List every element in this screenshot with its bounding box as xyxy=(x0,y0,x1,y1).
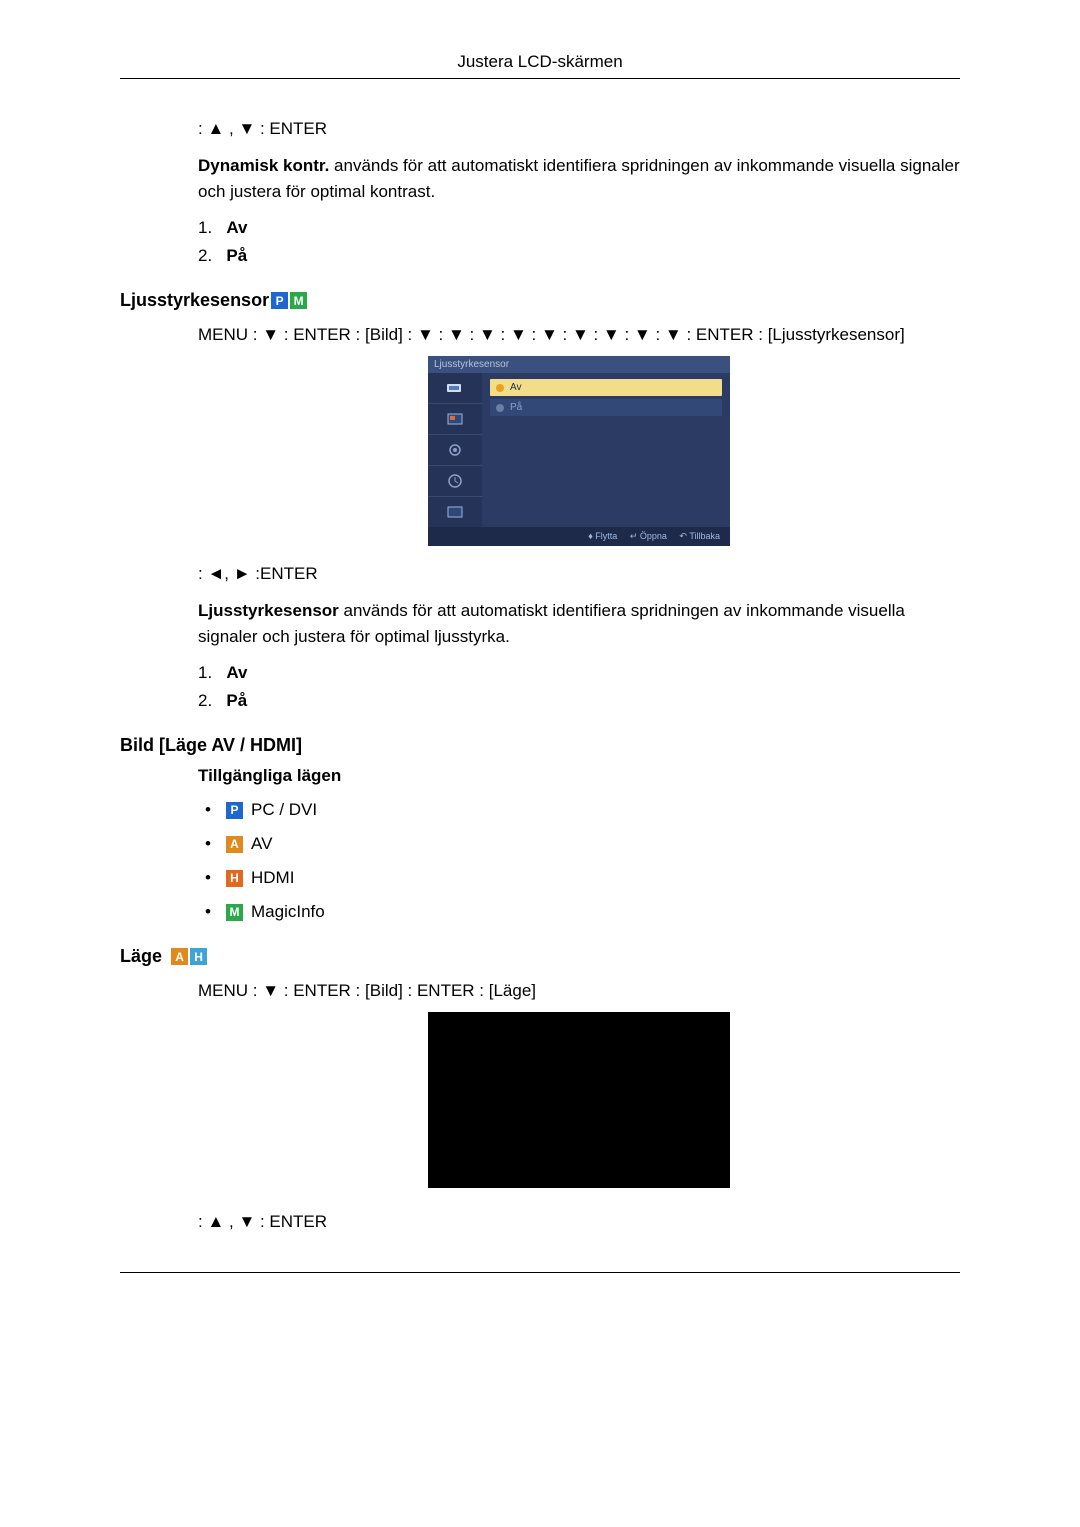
dynkontr-lead-bold: Dynamisk kontr. xyxy=(198,156,329,175)
mode-row: • P PC / DVI xyxy=(198,800,960,820)
osd-main: Av På xyxy=(482,373,730,527)
mode-row: • A AV xyxy=(198,834,960,854)
ljus-heading: Ljusstyrkesensor P M xyxy=(120,290,960,311)
radio-selected-icon xyxy=(496,384,504,392)
osd-footer: ♦ Flytta ↵ Öppna ↶ Tillbaka xyxy=(428,527,730,546)
available-modes-list: • P PC / DVI • A AV • H HDMI • M MagicIn… xyxy=(198,800,960,922)
list-item: 2. På xyxy=(198,246,960,266)
dynkontr-nav: : ▲ , ▼ : ENTER xyxy=(198,119,960,139)
osd-title: Ljusstyrkesensor xyxy=(428,356,730,373)
ljus-lead-bold: Ljusstyrkesensor xyxy=(198,601,339,620)
badge-h-icon: H xyxy=(190,948,207,965)
mode-row: • H HDMI xyxy=(198,868,960,888)
header-rule xyxy=(120,78,960,79)
mode-a-icon: A xyxy=(226,836,243,853)
osd-side-icon xyxy=(428,373,482,404)
ljus-list: 1. Av 2. På xyxy=(198,663,960,711)
ljus-osd-screenshot: Ljusstyrkesensor Av På xyxy=(428,356,730,546)
ljus-menu-path: MENU : ▼ : ENTER : [Bild] : ▼ : ▼ : ▼ : … xyxy=(198,321,960,348)
list-item: 1. Av xyxy=(198,663,960,683)
list-item: 2. På xyxy=(198,691,960,711)
badge-a-icon: A xyxy=(171,948,188,965)
mode-p-icon: P xyxy=(226,802,243,819)
osd-option-av: Av xyxy=(490,379,722,396)
mode-h-icon: H xyxy=(226,870,243,887)
osd-side-icon xyxy=(428,466,482,497)
dynkontr-text: Dynamisk kontr. används för att automati… xyxy=(198,153,960,204)
mode-row: • M MagicInfo xyxy=(198,902,960,922)
osd-side-icon xyxy=(428,435,482,466)
dynkontr-list: 1. Av 2. På xyxy=(198,218,960,266)
osd-side-icon xyxy=(428,497,482,527)
footer-rule xyxy=(120,1272,960,1273)
ljus-nav: : ◄, ► :ENTER xyxy=(198,564,960,584)
bild-avhdmi-heading: Bild [Läge AV / HDMI] xyxy=(120,735,960,756)
osd-sidebar xyxy=(428,373,482,527)
ljus-text: Ljusstyrkesensor används för att automat… xyxy=(198,598,960,649)
lage-screenshot-placeholder xyxy=(428,1012,730,1188)
badge-p-icon: P xyxy=(271,292,288,309)
lage-menu-path: MENU : ▼ : ENTER : [Bild] : ENTER : [Läg… xyxy=(198,977,960,1004)
lage-nav: : ▲ , ▼ : ENTER xyxy=(198,1212,960,1232)
list-item: 1. Av xyxy=(198,218,960,238)
osd-option-pa: På xyxy=(490,399,722,416)
mode-m-icon: M xyxy=(226,904,243,921)
lage-heading: Läge A H xyxy=(120,946,960,967)
radio-unselected-icon xyxy=(496,404,504,412)
page-header-title: Justera LCD-skärmen xyxy=(120,52,960,72)
osd-side-icon xyxy=(428,404,482,435)
badge-m-icon: M xyxy=(290,292,307,309)
available-modes-subhead: Tillgängliga lägen xyxy=(198,766,960,786)
